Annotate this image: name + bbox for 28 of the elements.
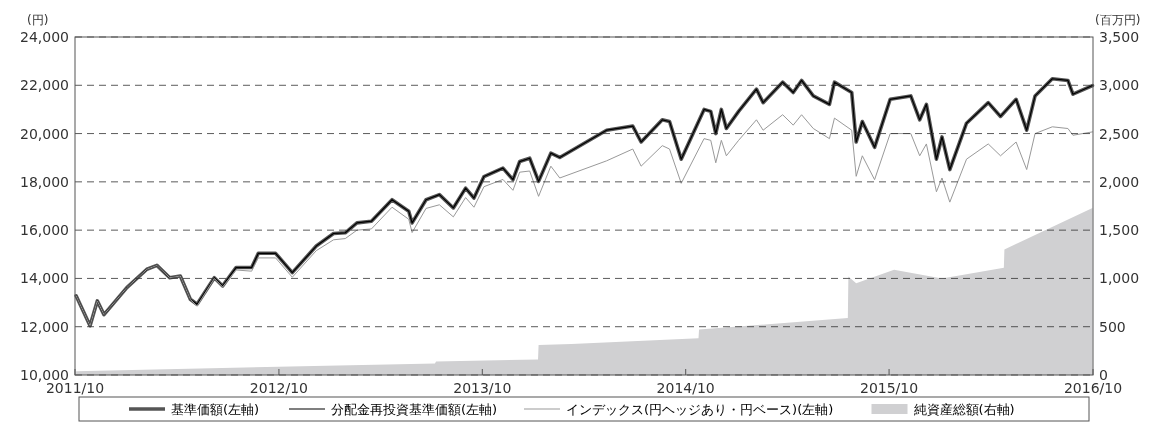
x-tick-label: 2014/10 [656,380,715,396]
y2-tick-label: 3,000 [1099,77,1140,94]
y2-tick-label: 1,500 [1099,222,1140,239]
y-tick-label: 16,000 [20,222,69,239]
y2-tick-label: 3,500 [1099,29,1140,45]
legend-label: インデックス(円ヘッジあり・円ベース)(左軸) [566,402,834,417]
y-tick-label: 22,000 [20,77,69,94]
y-tick-label: 24,000 [20,29,69,45]
y-tick-label: 10,000 [20,367,69,383]
y2-axis-title: (百万円) [1095,13,1141,27]
x-tick-label: 2012/10 [249,380,309,396]
x-tick-label: 2016/10 [1063,380,1123,396]
y-tick-label: 14,000 [20,270,69,287]
y2-tick-label: 1,000 [1099,270,1140,287]
y-tick-label: 18,000 [20,173,69,190]
y2-tick-label: 2,000 [1099,173,1140,190]
legend-label: 純資産総額(右軸) [913,402,1015,417]
y-axis-title: (円) [27,13,49,27]
y-tick-label: 20,000 [20,125,69,142]
legend-label: 基準価額(左軸) [171,402,260,417]
y2-tick-label: 2,500 [1099,125,1140,142]
legend-label: 分配金再投資基準価額(左軸) [331,402,498,417]
x-tick-label: 2015/10 [859,380,919,396]
y2-tick-label: 500 [1099,318,1126,335]
y-tick-label: 12,000 [20,318,69,335]
x-tick-label: 2013/10 [453,380,512,396]
x-tick-label: 2011/10 [45,380,105,396]
y2-tick-label: 0 [1099,367,1108,383]
